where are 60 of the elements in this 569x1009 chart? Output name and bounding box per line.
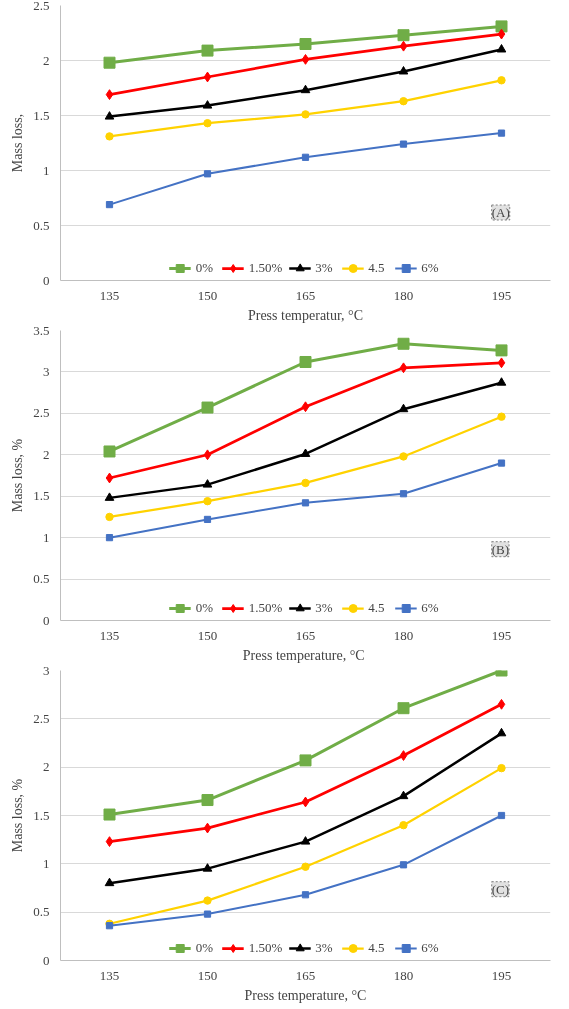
annotation: (B) xyxy=(491,541,510,557)
y-axis-title: Mass loss, xyxy=(10,113,26,173)
y-axis-title: Mass loss, % xyxy=(10,438,26,513)
y-tick-label: 1 xyxy=(43,162,50,178)
legend-label: 6% xyxy=(421,600,440,616)
x-tick-label: 195 xyxy=(491,627,512,643)
x-tick-label: 195 xyxy=(491,967,512,983)
y-tick-label: 0.5 xyxy=(33,571,50,587)
y-tick-label: 0 xyxy=(43,272,50,288)
x-tick-label: 195 xyxy=(491,287,512,303)
y-tick-label: 2.5 xyxy=(33,0,50,13)
y-axis-title: Mass loss, % xyxy=(10,778,26,853)
annotation: (A) xyxy=(491,205,510,220)
x-tick-label: 135 xyxy=(99,967,120,983)
legend-label: 3% xyxy=(315,600,334,616)
y-tick-label: 3 xyxy=(43,662,50,678)
y-tick-label: 1.5 xyxy=(33,107,50,123)
y-tick-label: 0.5 xyxy=(33,904,50,920)
x-tick-label: 135 xyxy=(99,627,120,643)
x-tick-label: 165 xyxy=(295,627,316,643)
legend-label: 0% xyxy=(195,600,215,616)
x-axis-title: Press temperatur, °C xyxy=(247,307,364,323)
legend-label: 6% xyxy=(421,260,440,276)
y-tick-label: 1 xyxy=(43,529,50,545)
x-axis-title: Press temperature, °C xyxy=(244,987,367,1003)
legend-label: 0% xyxy=(195,940,215,956)
y-tick-label: 1.5 xyxy=(33,807,50,823)
y-tick-label: 3 xyxy=(43,363,50,379)
x-tick-label: 165 xyxy=(295,287,316,303)
legend-label: 4.5 xyxy=(368,940,386,956)
y-tick-label: 0 xyxy=(43,612,50,628)
legend-label: 3% xyxy=(315,940,334,956)
y-tick-label: 0.5 xyxy=(33,217,50,233)
legend-label: 1.50% xyxy=(248,940,283,956)
legend-label: 1.50% xyxy=(248,260,283,276)
x-tick-label: 135 xyxy=(99,287,120,303)
x-tick-label: 150 xyxy=(197,627,218,643)
legend-label: 0% xyxy=(195,260,215,276)
y-tick-label: 2 xyxy=(43,52,50,68)
x-tick-label: 180 xyxy=(393,287,414,303)
y-tick-label: 3.5 xyxy=(33,322,50,338)
annotation: (C) xyxy=(491,881,510,897)
y-tick-label: 2.5 xyxy=(33,405,50,421)
x-tick-label: 150 xyxy=(197,967,218,983)
x-axis-title: Press temperature, °C xyxy=(242,647,365,663)
y-tick-label: 2 xyxy=(43,446,50,462)
legend-label: 4.5 xyxy=(368,600,386,616)
y-tick-label: 1 xyxy=(43,855,50,871)
y-tick-label: 2.5 xyxy=(33,710,50,726)
legend-label: 6% xyxy=(421,940,440,956)
x-tick-label: 165 xyxy=(295,967,316,983)
y-tick-label: 2 xyxy=(43,759,50,775)
x-tick-label: 180 xyxy=(393,627,414,643)
legend-label: 3% xyxy=(315,260,334,276)
legend-label: 4.5 xyxy=(368,260,386,276)
x-tick-label: 180 xyxy=(393,967,414,983)
y-tick-label: 1.5 xyxy=(33,488,50,504)
y-tick-label: 0 xyxy=(43,952,50,968)
x-tick-label: 150 xyxy=(197,287,218,303)
legend-label: 1.50% xyxy=(248,600,283,616)
